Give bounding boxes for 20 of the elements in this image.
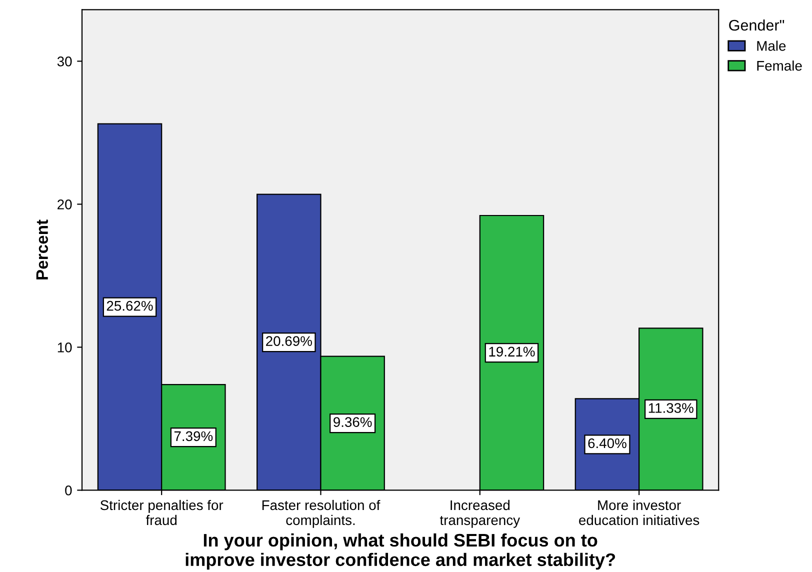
y-tick-label: 10 [58, 342, 72, 352]
data-label: 25.62% [106, 300, 153, 311]
y-tick-label: 30 [57, 56, 72, 66]
x-axis-title: In your opinion, what should SEBI focus on to improve investor confidence and market stability? [186, 533, 616, 570]
data-label: 7.39% [174, 431, 213, 442]
y-tick-label: 0 [65, 486, 72, 496]
data-label: 9.36% [334, 417, 372, 428]
x-tick-label: Increased transparency [440, 500, 520, 528]
data-label: 20.69% [266, 336, 312, 346]
legend-label: Male [757, 40, 786, 51]
y-axis-title: Percent [36, 220, 48, 280]
y-tick-label: 20 [58, 200, 72, 210]
x-tick-label: Faster resolution of complaints. [262, 500, 380, 528]
x-tick-label: More investor education initiatives [579, 500, 700, 526]
x-tick-label: Stricter penalties for fraud [100, 500, 224, 526]
data-label: 6.40% [588, 438, 626, 448]
legend-label: Female [757, 60, 802, 71]
data-label: 11.33% [648, 403, 694, 413]
data-label: 19.21% [489, 346, 535, 357]
legend-title: Gender" [729, 19, 784, 31]
